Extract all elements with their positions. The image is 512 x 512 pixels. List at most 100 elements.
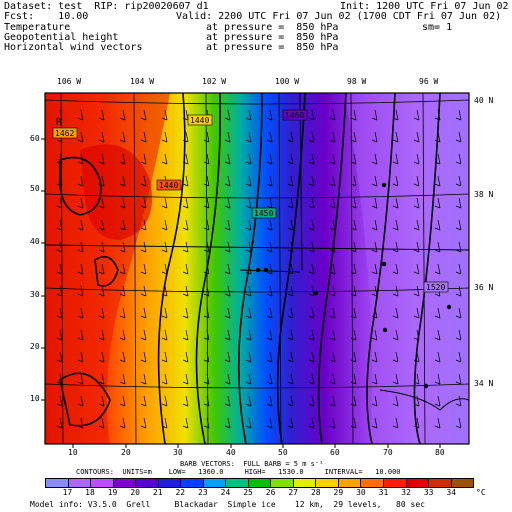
wind-barb [77, 263, 84, 275]
wind-barb [329, 109, 336, 121]
wind-barb [182, 395, 189, 407]
wind-barb [119, 285, 126, 297]
colorbar-label: 18 [85, 488, 95, 497]
wind-barb [161, 263, 168, 275]
height-contours [59, 93, 441, 444]
wind-barb [161, 351, 168, 363]
wind-barb [287, 197, 294, 209]
wind-barb [308, 131, 315, 143]
wind-barb [98, 219, 105, 231]
colorbar-swatch [293, 479, 317, 487]
wind-barb [98, 307, 105, 319]
wind-barb [203, 395, 210, 407]
wind-barb [329, 417, 336, 429]
wind-barb [308, 329, 315, 341]
wind-barb [56, 241, 63, 253]
wind-barb [119, 329, 126, 341]
wind-barb [392, 373, 399, 385]
lon-label-104w: 104 W [130, 77, 155, 86]
wind-barb [98, 109, 105, 121]
colorbar-label: 22 [175, 488, 186, 497]
wind-barb [182, 351, 189, 363]
wind-barb [371, 109, 378, 121]
field-1-name: Temperature [4, 22, 71, 33]
wind-barb [350, 373, 357, 385]
wind-barb [77, 197, 84, 209]
wind-barb [77, 109, 84, 121]
wind-barb [56, 109, 63, 121]
wind-barb [203, 197, 210, 209]
wind-barb [455, 109, 462, 121]
wind-barb [413, 395, 420, 407]
wind-barbs [56, 109, 462, 429]
wind-barb [266, 109, 273, 121]
wind-barb [350, 285, 357, 297]
wind-barb [56, 197, 63, 209]
wind-barb [413, 417, 420, 429]
wind-barb [371, 175, 378, 187]
wind-barb [203, 241, 210, 253]
wind-barb [119, 219, 126, 231]
wind-barb [392, 329, 399, 341]
wind-barb [434, 351, 441, 363]
wind-barb [98, 197, 105, 209]
wind-barb [203, 417, 210, 429]
wind-barb [434, 175, 441, 187]
wind-barb [203, 285, 210, 297]
wind-barb [245, 329, 252, 341]
wind-barb [308, 285, 315, 297]
grid-y-label-50: 50 [30, 184, 40, 193]
wind-barb [329, 373, 336, 385]
wind-barb [308, 109, 315, 121]
wind-barb [203, 175, 210, 187]
wind-barb [266, 351, 273, 363]
grid-x-label-70: 70 [383, 448, 393, 457]
wind-barb [434, 395, 441, 407]
wind-barb [371, 197, 378, 209]
wind-barb [413, 373, 420, 385]
colorbar-swatch [46, 479, 69, 487]
wind-barb [266, 219, 273, 231]
colorbar-label: 28 [310, 488, 321, 497]
wind-barb [308, 175, 315, 187]
wind-barb [287, 241, 294, 253]
wind-barb [455, 285, 462, 297]
lon-label-96w: 96 W [419, 77, 439, 86]
wind-barb [329, 329, 336, 341]
wind-barb [140, 219, 147, 231]
wind-barb [392, 175, 399, 187]
wind-barb [329, 263, 336, 275]
wind-barb [350, 241, 357, 253]
wind-barb [224, 417, 231, 429]
wind-barb [119, 307, 126, 319]
colorbar-label: 23 [198, 488, 208, 497]
colorbar-label: 24 [220, 488, 231, 497]
wind-barb [224, 395, 231, 407]
wind-barb [224, 153, 231, 165]
wind-barb [329, 153, 336, 165]
wind-barb [371, 351, 378, 363]
wind-barb [224, 329, 231, 341]
wind-barb [371, 307, 378, 319]
wind-barb [371, 417, 378, 429]
wind-barb [140, 307, 147, 319]
wind-barb [119, 153, 126, 165]
wind-barb [77, 219, 84, 231]
wind-barb [119, 241, 126, 253]
colorbar-label: 32 [401, 488, 411, 497]
wind-barb [245, 109, 252, 121]
wind-barb [161, 131, 168, 143]
contour-label: 1440 [159, 181, 178, 190]
wind-barb [287, 307, 294, 319]
wind-barb [245, 307, 252, 319]
wind-barb [98, 373, 105, 385]
wind-barb [56, 263, 63, 275]
wind-barb [203, 263, 210, 275]
wind-barb [140, 351, 147, 363]
wind-barb [266, 263, 273, 275]
wind-barb [413, 109, 420, 121]
colorbar-label: 27 [288, 488, 298, 497]
valid-time-label: Valid: 2200 UTC Fri 07 Jun 02 (1700 CDT … [176, 11, 502, 22]
wind-barb [245, 153, 252, 165]
wind-barb [56, 175, 63, 187]
